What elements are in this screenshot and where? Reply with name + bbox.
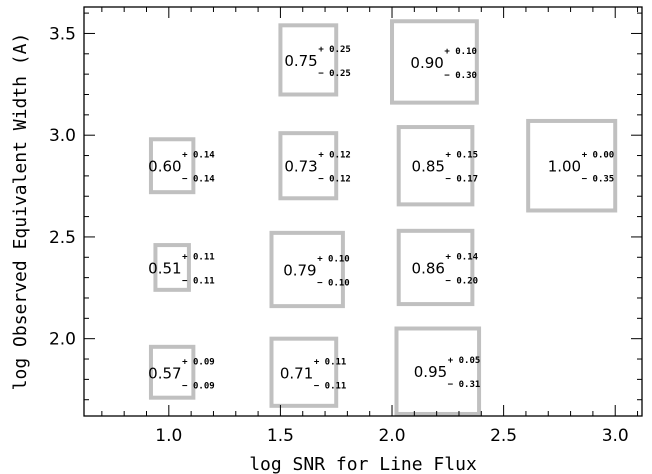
cell-error-minus: − 0.20 <box>446 276 479 286</box>
cell-group: 0.85+ 0.15 − 0.17 <box>396 125 479 207</box>
cell-error-minus: − 0.11 <box>182 276 215 286</box>
cell-error-minus: − 0.14 <box>182 175 215 185</box>
cell-box <box>269 230 345 309</box>
cell-group: 0.71+ 0.11 − 0.11 <box>269 336 347 408</box>
x-tick-label: 2.0 <box>378 426 405 446</box>
cell-box <box>526 118 618 213</box>
cell-value: 0.86 <box>412 259 445 277</box>
cell-error-minus: − 0.30 <box>444 71 477 81</box>
cell-error-plus: + 0.14 <box>182 151 215 161</box>
cell-value: 0.75 <box>284 52 317 70</box>
cell-group: 0.57+ 0.09 − 0.09 <box>148 344 215 400</box>
axes-layer: 1.0 1.5 2.0 2.5 3.0 2.0 2.5 3.0 3.5 <box>49 6 643 446</box>
cell-group: 0.90+ 0.10 − 0.30 <box>390 19 479 105</box>
y-tick-label: 3.5 <box>49 24 76 44</box>
cell-error-minus: − 0.31 <box>448 380 481 390</box>
y-tick-label: 3.0 <box>49 126 76 146</box>
cell-error-plus: + 0.05 <box>448 356 481 366</box>
cell-error-minus: − 0.35 <box>582 175 615 185</box>
cell-box <box>148 137 196 195</box>
cell-group: 1.00+ 0.00 − 0.35 <box>526 118 618 213</box>
cell-value: 0.90 <box>410 54 443 72</box>
cell-error-minus: − 0.09 <box>182 381 215 391</box>
cell-value: 0.95 <box>414 363 447 381</box>
x-tick-label: 1.0 <box>155 426 182 446</box>
x-axis-title: log SNR for Line Flux <box>249 454 477 474</box>
cell-value: 0.73 <box>284 158 317 176</box>
cell-error-plus: + 0.25 <box>318 45 351 55</box>
cell-box <box>394 326 482 416</box>
x-tick-label: 1.5 <box>267 426 294 446</box>
cell-error-minus: − 0.17 <box>446 175 479 185</box>
cell-group: 0.60+ 0.14 − 0.14 <box>148 137 215 195</box>
cell-error-minus: − 0.25 <box>318 69 351 79</box>
cell-error-plus: + 0.14 <box>446 252 479 262</box>
y-axis-title: log Observed Equivalent Width (A) <box>10 33 31 391</box>
plot-frame <box>83 6 643 417</box>
x-tick-label: 2.5 <box>490 426 517 446</box>
cell-group: 0.95+ 0.05 − 0.31 <box>394 326 482 416</box>
cells-layer: 0.75+ 0.25− 0.250.90+ 0.10− 0.300.60+ 0.… <box>148 19 618 416</box>
cell-box <box>278 23 339 97</box>
y-tick-label: 2.5 <box>49 228 76 248</box>
x-tick-label: 3.0 <box>602 426 629 446</box>
cell-value: 0.71 <box>280 364 313 382</box>
cell-box <box>269 336 339 408</box>
cell-box <box>278 131 339 201</box>
cell-value: 0.79 <box>283 261 316 279</box>
cell-error-plus: + 0.12 <box>318 151 351 161</box>
cell-error-minus: − 0.10 <box>317 278 350 288</box>
cell-value: 0.85 <box>412 158 445 176</box>
cell-value: 0.51 <box>148 259 181 277</box>
cell-group: 0.51+ 0.11 − 0.11 <box>148 243 215 292</box>
cell-group: 0.75+ 0.25 − 0.25 <box>278 23 351 97</box>
cell-error-plus: + 0.10 <box>317 254 350 264</box>
cell-box <box>148 344 196 400</box>
cell-group: 0.86+ 0.14 − 0.20 <box>396 228 479 307</box>
cell-error-plus: + 0.11 <box>182 252 215 262</box>
cell-value: 0.60 <box>148 158 181 176</box>
y-tick-label: 2.0 <box>49 330 76 350</box>
cell-error-plus: + 0.10 <box>444 47 477 57</box>
cell-box <box>396 228 475 307</box>
cell-value: 0.57 <box>148 364 181 382</box>
cell-box <box>390 19 479 105</box>
cell-error-plus: + 0.15 <box>446 151 479 161</box>
cell-box <box>396 125 475 207</box>
cell-value: 1.00 <box>548 158 581 176</box>
cell-box <box>153 243 191 292</box>
cell-group: 0.73+ 0.12 − 0.12 <box>278 131 351 201</box>
cell-error-plus: + 0.11 <box>314 357 347 367</box>
cell-group: 0.79+ 0.10 − 0.10 <box>269 230 350 309</box>
cell-error-plus: + 0.09 <box>182 357 215 367</box>
cell-error-minus: − 0.11 <box>314 381 347 391</box>
cell-error-minus: − 0.12 <box>318 175 351 185</box>
cell-error-plus: + 0.00 <box>582 151 615 161</box>
